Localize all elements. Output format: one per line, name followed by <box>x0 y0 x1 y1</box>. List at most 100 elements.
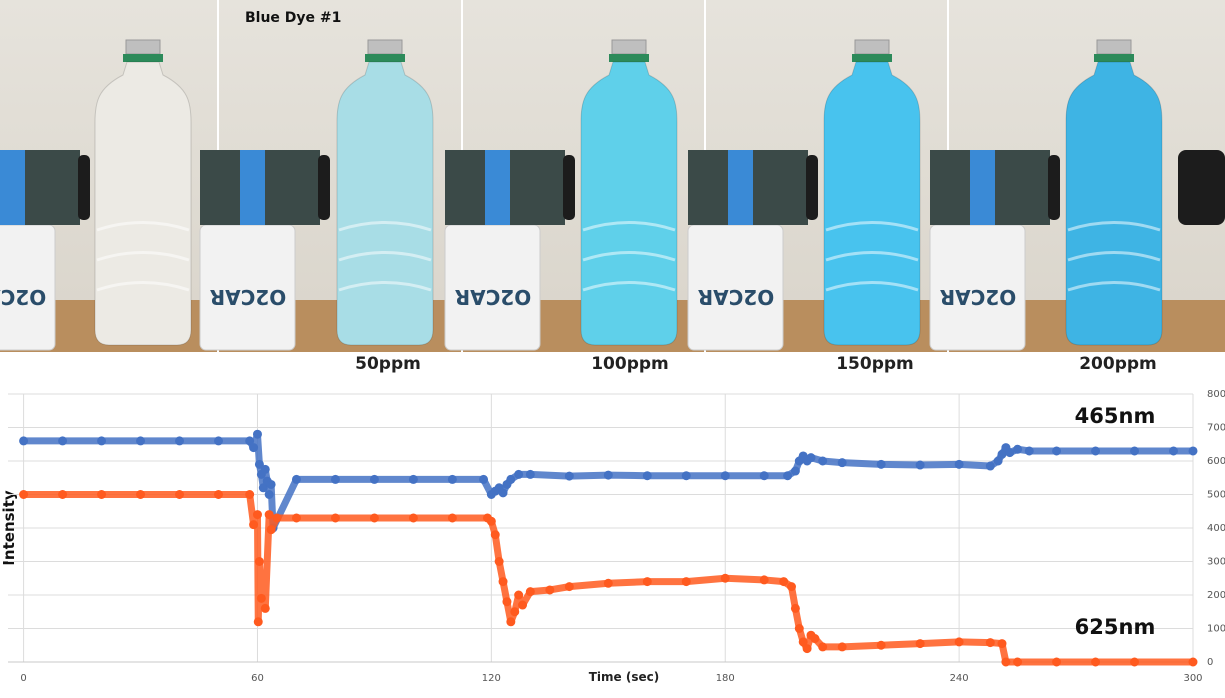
data-point <box>487 517 495 525</box>
data-point <box>273 514 281 522</box>
data-point <box>257 594 265 602</box>
bottle <box>581 40 677 345</box>
x-tick-label: 300 <box>1183 673 1202 684</box>
data-point <box>246 491 254 499</box>
bottle <box>95 40 191 345</box>
data-point <box>780 578 788 586</box>
concentration-label: 100ppm <box>591 354 669 374</box>
photo-caption: Blue Dye #1 <box>245 10 341 26</box>
y-tick-label: 400 <box>1207 523 1225 534</box>
data-point <box>998 640 1006 648</box>
data-point <box>916 640 924 648</box>
data-point <box>1006 449 1014 457</box>
data-point <box>511 608 519 616</box>
data-point <box>546 586 554 594</box>
bottle <box>1066 40 1162 345</box>
data-point <box>499 578 507 586</box>
data-point <box>137 491 145 499</box>
data-point <box>59 491 67 499</box>
data-point <box>261 604 269 612</box>
data-point <box>267 526 275 534</box>
data-point <box>292 514 300 522</box>
data-point <box>515 591 523 599</box>
x-tick-label: 180 <box>716 673 735 684</box>
data-point <box>791 467 799 475</box>
data-point <box>20 491 28 499</box>
y-tick-label: 0 <box>1207 657 1213 668</box>
data-point <box>1092 658 1100 666</box>
y-tick-label: 800 <box>1207 389 1225 400</box>
data-point <box>788 583 796 591</box>
data-point <box>1131 658 1139 666</box>
device <box>1178 150 1225 225</box>
data-point <box>499 489 507 497</box>
data-point <box>98 437 106 445</box>
data-point <box>819 457 827 465</box>
data-point <box>255 558 263 566</box>
x-axis-label: Time (sec) <box>589 670 659 684</box>
data-point <box>507 475 515 483</box>
data-point <box>214 437 222 445</box>
concentration-label: 50ppm <box>355 354 421 374</box>
data-point <box>877 460 885 468</box>
data-point <box>214 491 222 499</box>
data-point <box>565 583 573 591</box>
data-point <box>1053 658 1061 666</box>
data-point <box>1002 658 1010 666</box>
figure: O2CAR Blue Dye #1 50ppm 100ppm 150ppm 20… <box>0 0 1225 698</box>
data-point <box>955 638 963 646</box>
data-point <box>916 461 924 469</box>
data-point <box>877 641 885 649</box>
data-point <box>292 475 300 483</box>
data-point <box>811 635 819 643</box>
data-point <box>1053 447 1061 455</box>
data-point <box>507 618 515 626</box>
data-point <box>526 588 534 596</box>
data-point <box>370 475 378 483</box>
data-point <box>515 470 523 478</box>
data-point <box>604 471 612 479</box>
y-tick-label: 600 <box>1207 456 1225 467</box>
data-point <box>682 578 690 586</box>
y-tick-label: 100 <box>1207 624 1225 635</box>
data-point <box>409 514 417 522</box>
y-tick-label: 500 <box>1207 490 1225 501</box>
data-point <box>519 601 527 609</box>
data-point <box>20 437 28 445</box>
data-point <box>253 430 261 438</box>
data-point <box>795 625 803 633</box>
page: O2CAR Blue Dye #1 50ppm 100ppm 150ppm 20… <box>0 0 1225 698</box>
data-point <box>955 460 963 468</box>
photo: Blue Dye #1 <box>0 0 1225 352</box>
data-point <box>448 514 456 522</box>
data-point <box>721 472 729 480</box>
data-point <box>760 472 768 480</box>
data-point <box>250 444 258 452</box>
data-point <box>986 639 994 647</box>
bottle <box>824 40 920 345</box>
data-point <box>1014 445 1022 453</box>
data-point <box>176 437 184 445</box>
data-point <box>409 475 417 483</box>
data-point <box>604 579 612 587</box>
data-point <box>137 437 145 445</box>
data-point <box>526 470 534 478</box>
data-point <box>986 462 994 470</box>
data-point <box>838 643 846 651</box>
data-point <box>791 604 799 612</box>
y-tick-label: 700 <box>1207 423 1225 434</box>
data-point <box>265 491 273 499</box>
x-tick-label: 0 <box>20 673 26 684</box>
data-point <box>261 465 269 473</box>
data-point <box>807 454 815 462</box>
series-label: 625nm <box>1075 615 1156 639</box>
data-point <box>448 475 456 483</box>
bottle <box>337 40 433 345</box>
data-point <box>1189 658 1197 666</box>
data-point <box>250 521 258 529</box>
data-point <box>819 643 827 651</box>
data-point <box>59 437 67 445</box>
x-tick-label: 120 <box>482 673 501 684</box>
data-point <box>643 578 651 586</box>
data-point <box>176 491 184 499</box>
